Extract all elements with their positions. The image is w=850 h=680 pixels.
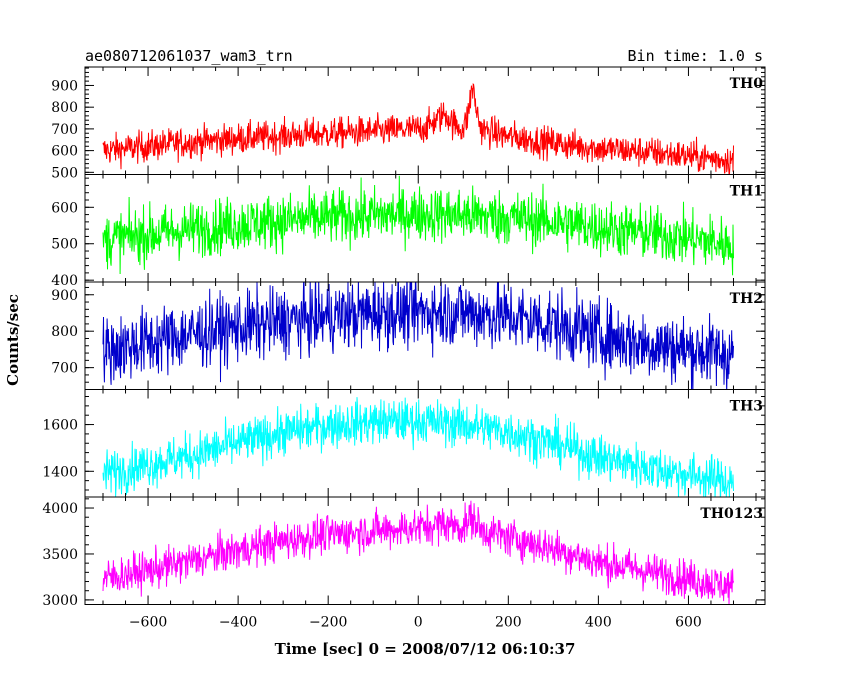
y-tick-label: 800 [51,324,78,340]
x-tick-label: 400 [585,615,612,631]
y-tick-label: 900 [51,288,78,304]
y-tick-label: 600 [51,144,78,160]
y-tick-label: 900 [51,78,78,94]
y-tick-label: 600 [51,200,78,216]
y-axis-title: Counts/sec [4,294,22,386]
y-tick-label: 400 [51,273,78,289]
panel-th0: 500 600 700 800 900 TH0 [51,66,766,181]
panel-label: TH0 [730,76,764,92]
panel-label: TH0123 [700,506,763,522]
x-tick-label: −400 [219,615,257,631]
series-line-th0 [102,83,734,175]
x-tick-label: 600 [675,615,702,631]
y-tick-label: 1400 [42,464,78,480]
y-tick-label: 700 [51,122,78,138]
panel-frame [84,389,766,498]
y-tick-label: 700 [51,361,78,377]
y-tick-label: 3000 [42,593,78,609]
series-line-th1 [102,175,734,276]
chart-title: ae080712061037_wam3_trn [85,47,293,65]
x-tick-label: 0 [414,615,423,631]
y-tick-label: 1600 [42,418,78,434]
panel-label: TH1 [730,184,763,200]
x-tick-label: −600 [129,615,167,631]
panel-frame [84,281,766,390]
series-line-th3 [102,397,734,497]
panel-th3: 1400 1600 TH3 [42,389,766,498]
x-tick-labels: −600 −400 −200 0 200 400 600 [129,615,702,631]
panel-th1: 400 500 600 TH1 [51,174,766,289]
x-axis-title: Time [sec] 0 = 2008/07/12 06:10:37 [275,640,576,658]
y-tick-label: 4000 [42,501,78,517]
panel-frame [84,496,766,605]
y-tick-label: 500 [51,237,78,253]
x-tick-label: −200 [309,615,347,631]
y-tick-label: 500 [51,165,78,181]
panel-th2: 700 800 900 TH2 [51,281,766,390]
y-tick-label: 800 [51,100,78,116]
series-line-th2 [102,282,734,390]
panel-label: TH2 [730,291,763,307]
y-tick-label: 3500 [42,547,78,563]
panel-th0123: 3000 3500 4000 TH0123 [42,496,766,609]
panels-group: 500 600 700 800 900 TH0 400 500 600 TH1 700 800 900 T… [42,66,766,609]
bin-time-label: Bin time: 1.0 s [628,47,763,65]
series-line-th0123 [102,500,734,605]
x-tick-label: 200 [495,615,522,631]
panel-label: TH3 [730,399,763,415]
